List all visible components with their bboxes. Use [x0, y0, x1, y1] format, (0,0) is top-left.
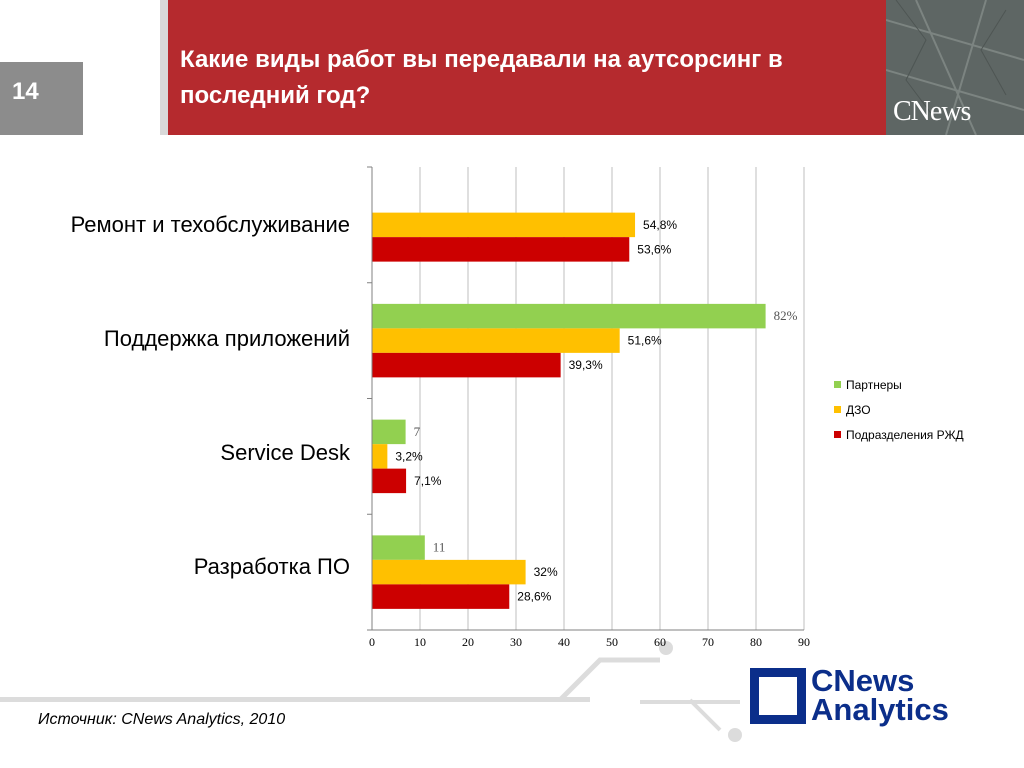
slide-title: Какие виды работ вы передавали на аутсор…	[180, 46, 783, 109]
bar	[372, 559, 526, 585]
data-label: 53,6%	[637, 242, 671, 256]
x-tick-label: 10	[414, 635, 426, 649]
bar	[372, 237, 630, 262]
bar	[372, 303, 766, 329]
data-label: 7	[414, 424, 421, 439]
logo-line-1: CNews	[811, 663, 915, 698]
category-label: Поддержка приложений	[103, 326, 350, 351]
bar	[372, 352, 561, 378]
legend-label: Подразделения РЖД	[846, 427, 964, 442]
data-label: 3,2%	[395, 449, 423, 463]
x-tick-label: 90	[798, 635, 810, 649]
bar	[372, 535, 425, 560]
legend-item: Партнеры	[834, 372, 964, 397]
bar	[372, 328, 620, 353]
leaf-texture-icon	[886, 0, 1024, 135]
x-tick-label: 70	[702, 635, 714, 649]
slide-number: 14	[12, 78, 39, 105]
bar	[372, 468, 407, 494]
category-label: Service Desk	[220, 440, 350, 465]
category-label: Разработка ПО	[193, 554, 350, 579]
legend-swatch-partners	[834, 381, 841, 388]
footer-line	[0, 697, 590, 702]
legend-swatch-dzo	[834, 406, 841, 413]
x-tick-label: 50	[606, 635, 618, 649]
cnews-analytics-logo: CNews Analytics	[811, 663, 949, 727]
legend: Партнеры ДЗО Подразделения РЖД	[834, 372, 964, 447]
circuit-decoration	[558, 641, 742, 742]
cnews-logo-icon	[750, 668, 806, 724]
x-tick-label: 30	[510, 635, 522, 649]
data-label: 51,6%	[628, 334, 662, 348]
data-label: 39,3%	[569, 358, 603, 372]
leaf-texture-image	[886, 0, 1024, 135]
header-separator	[160, 0, 168, 135]
x-tick-label: 20	[462, 635, 474, 649]
x-tick-label: 0	[369, 635, 375, 649]
slide-number-box	[0, 62, 83, 135]
data-label: 54,8%	[643, 218, 677, 232]
legend-swatch-rzd	[834, 431, 841, 438]
legend-item: ДЗО	[834, 397, 964, 422]
legend-label: ДЗО	[846, 402, 871, 417]
data-label: 11	[433, 540, 446, 555]
source-note: Источник: CNews Analytics, 2010	[38, 711, 286, 728]
data-label: 7,1%	[414, 474, 442, 488]
bar	[372, 444, 388, 469]
x-tick-label: 60	[654, 635, 666, 649]
logo-line-2: Analytics	[811, 692, 949, 727]
legend-label: Партнеры	[846, 377, 902, 392]
bars: 54,8% 53,6% 82% 51,6% 39,3% 7 3,2% 7,1% 11 32% 28,…	[372, 212, 798, 609]
bar	[372, 584, 510, 609]
bar	[372, 419, 406, 445]
axis: 0 10 20 30 40 50 60 70 80 90	[367, 166, 810, 649]
x-tick-label: 80	[750, 635, 762, 649]
data-label: 32%	[534, 565, 558, 579]
legend-item: Подразделения РЖД	[834, 422, 964, 447]
bar	[372, 212, 636, 238]
brand-logo-small: CNews	[893, 96, 971, 127]
data-label: 28,6%	[517, 590, 551, 604]
x-tick-label: 40	[558, 635, 570, 649]
category-label: Ремонт и техобслуживание	[70, 212, 350, 237]
data-label: 82%	[774, 308, 798, 323]
title-bar	[168, 0, 886, 135]
